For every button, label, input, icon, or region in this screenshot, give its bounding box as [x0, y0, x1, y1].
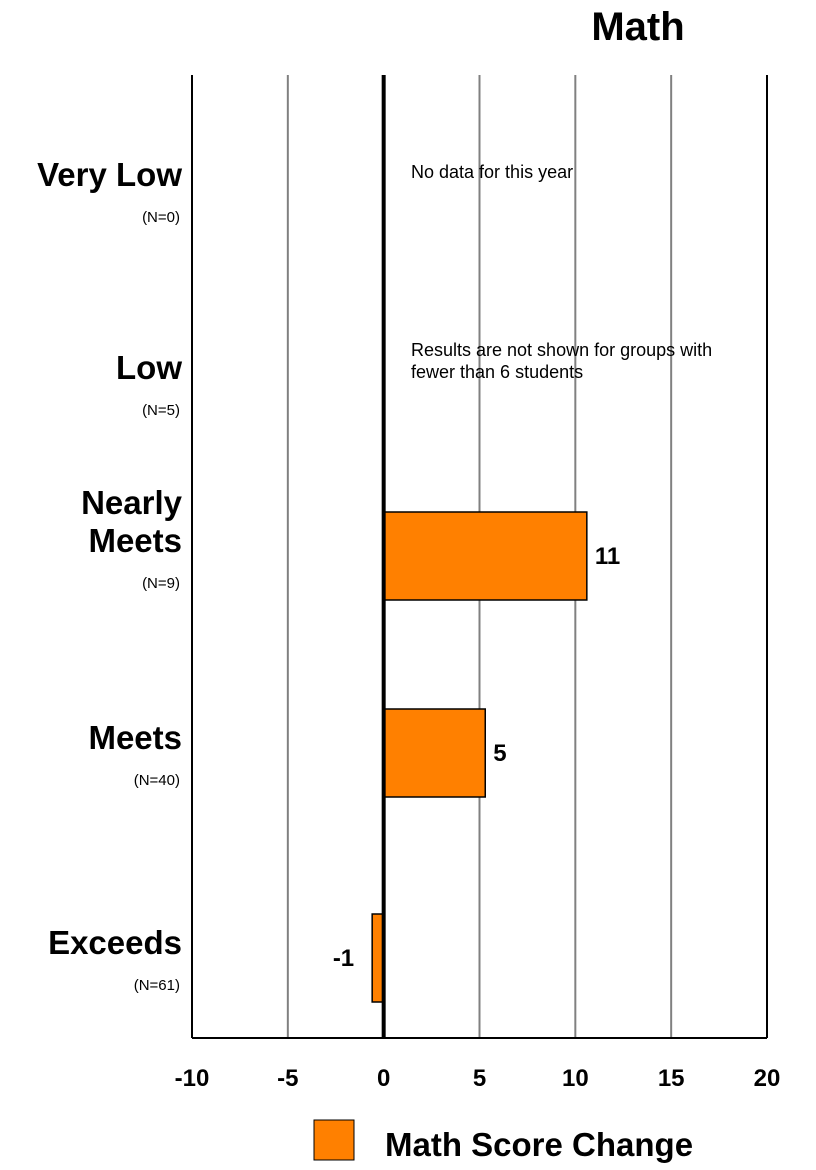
- category-count-3: (N=40): [134, 772, 180, 789]
- legend: Math Score Change: [313, 1119, 693, 1163]
- bar-3: [382, 708, 486, 798]
- category-count-2: (N=9): [142, 575, 180, 592]
- chart-title: Math: [591, 5, 684, 49]
- data-label-3: 5: [493, 740, 506, 767]
- category-labels: Very Low(N=0)Low(N=5)NearlyMeets(N=9)Mee…: [37, 156, 183, 994]
- category-count-0: (N=0): [142, 209, 180, 226]
- category-label-3-line-0: Meets: [88, 719, 182, 756]
- x-tick-label-2: 0: [377, 1065, 390, 1092]
- annotation-0-line-0: No data for this year: [411, 162, 573, 182]
- annotations: No data for this year Results are not sho…: [411, 162, 712, 382]
- category-label-4-line-0: Exceeds: [48, 924, 182, 961]
- bars: 11 5 -1: [333, 511, 620, 1003]
- annotation-1-line-0: Results are not shown for groups with: [411, 340, 712, 360]
- x-tick-label-3: 5: [473, 1065, 486, 1092]
- category-label-2-line-0: Nearly: [81, 484, 183, 521]
- category-label-2-line-1: Meets: [88, 522, 182, 559]
- legend-swatch: [313, 1119, 355, 1161]
- category-label-1-line-0: Low: [116, 349, 182, 386]
- x-tick-label-0: -10: [175, 1065, 210, 1092]
- x-axis-ticks: -10 -5 0 5 10 15 20: [175, 1065, 781, 1092]
- x-tick-label-6: 20: [754, 1065, 781, 1092]
- category-count-4: (N=61): [134, 977, 180, 994]
- legend-label: Math Score Change: [385, 1126, 693, 1163]
- x-tick-label-5: 15: [658, 1065, 685, 1092]
- data-label-2: 11: [595, 543, 620, 570]
- category-label-0-line-0: Very Low: [37, 156, 182, 193]
- annotation-1-line-1: fewer than 6 students: [411, 362, 583, 382]
- x-tick-label-4: 10: [562, 1065, 589, 1092]
- x-tick-label-1: -5: [277, 1065, 298, 1092]
- bar-2: [382, 511, 588, 601]
- category-count-1: (N=5): [142, 402, 180, 419]
- data-label-4: -1: [333, 945, 354, 972]
